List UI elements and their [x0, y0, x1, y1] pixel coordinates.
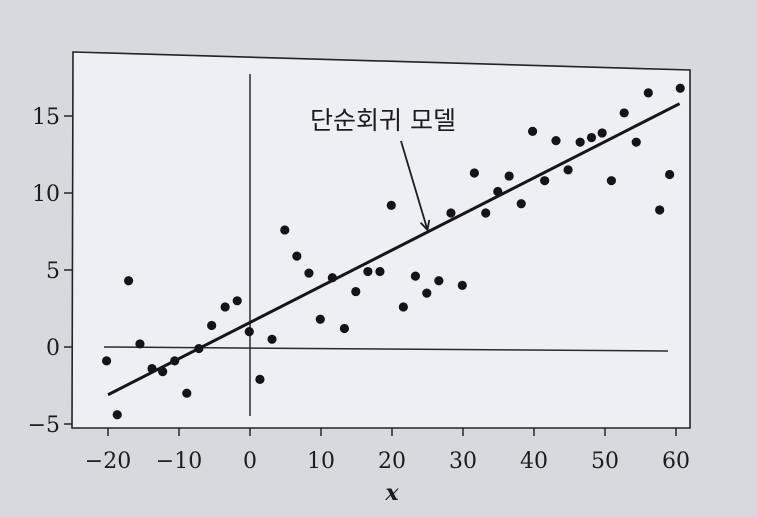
- data-point: [123, 276, 134, 286]
- data-point: [655, 205, 665, 215]
- data-point: [410, 271, 421, 281]
- data-point: [457, 280, 467, 290]
- data-point: [220, 302, 230, 312]
- data-point: [304, 268, 314, 278]
- data-point: [586, 132, 597, 143]
- y-tick-label: 10: [32, 182, 60, 207]
- annotation-label: 단순회귀 모델: [310, 106, 456, 135]
- y-tick-labels: −5 0 5 10 15: [28, 105, 60, 438]
- data-point: [643, 88, 653, 98]
- data-point: [232, 296, 242, 306]
- data-point: [386, 200, 396, 210]
- x-axis-title: x: [384, 480, 399, 506]
- data-point: [398, 302, 408, 312]
- data-point: [675, 83, 685, 93]
- data-point: [481, 208, 491, 218]
- data-point: [280, 225, 290, 235]
- data-point: [315, 314, 325, 324]
- x-tick-label: 40: [520, 449, 548, 474]
- x-tick-label: 50: [591, 449, 619, 474]
- data-point: [135, 339, 145, 349]
- data-point: [112, 410, 122, 420]
- data-point: [504, 171, 514, 181]
- data-point: [434, 276, 444, 286]
- tick-marks: [64, 115, 677, 436]
- y-tick-label: 0: [46, 336, 60, 361]
- data-point: [575, 137, 585, 147]
- y-tick-label: 5: [46, 259, 60, 284]
- data-point: [422, 288, 432, 298]
- annotation-arrowhead: [419, 219, 431, 232]
- data-point: [267, 334, 277, 344]
- data-point: [182, 388, 192, 398]
- x-tick-label: 10: [307, 449, 335, 474]
- data-point: [551, 136, 561, 146]
- data-point: [469, 168, 479, 178]
- data-point: [619, 108, 629, 118]
- data-points: [101, 83, 685, 420]
- data-point: [207, 320, 217, 331]
- data-point: [363, 266, 373, 277]
- x-tick-labels: −20 −10 0 10 20 30 40 50 60: [85, 449, 690, 474]
- data-point: [606, 176, 616, 186]
- data-point: [375, 266, 385, 277]
- data-point: [339, 323, 350, 334]
- data-point: [351, 286, 361, 297]
- data-point: [516, 199, 526, 209]
- data-point: [255, 374, 265, 384]
- data-point: [563, 165, 573, 175]
- data-point: [446, 208, 456, 218]
- x-tick-label: 0: [243, 449, 257, 474]
- data-point: [597, 128, 607, 138]
- x-tick-label: 60: [662, 449, 690, 474]
- y-tick-label: 15: [32, 105, 60, 130]
- data-point: [527, 126, 538, 136]
- data-point: [631, 137, 641, 147]
- regression-line: [107, 102, 681, 397]
- y-tick-label: −5: [28, 413, 60, 438]
- x-tick-label: −10: [156, 449, 202, 474]
- data-point: [665, 169, 675, 180]
- data-point: [101, 356, 112, 366]
- data-point: [540, 176, 550, 186]
- x-tick-label: −20: [85, 449, 131, 474]
- x-tick-label: 30: [449, 449, 477, 474]
- annotation-arrow: [400, 140, 429, 231]
- data-point: [244, 327, 254, 337]
- data-point: [292, 251, 302, 261]
- x-tick-label: 20: [378, 449, 406, 474]
